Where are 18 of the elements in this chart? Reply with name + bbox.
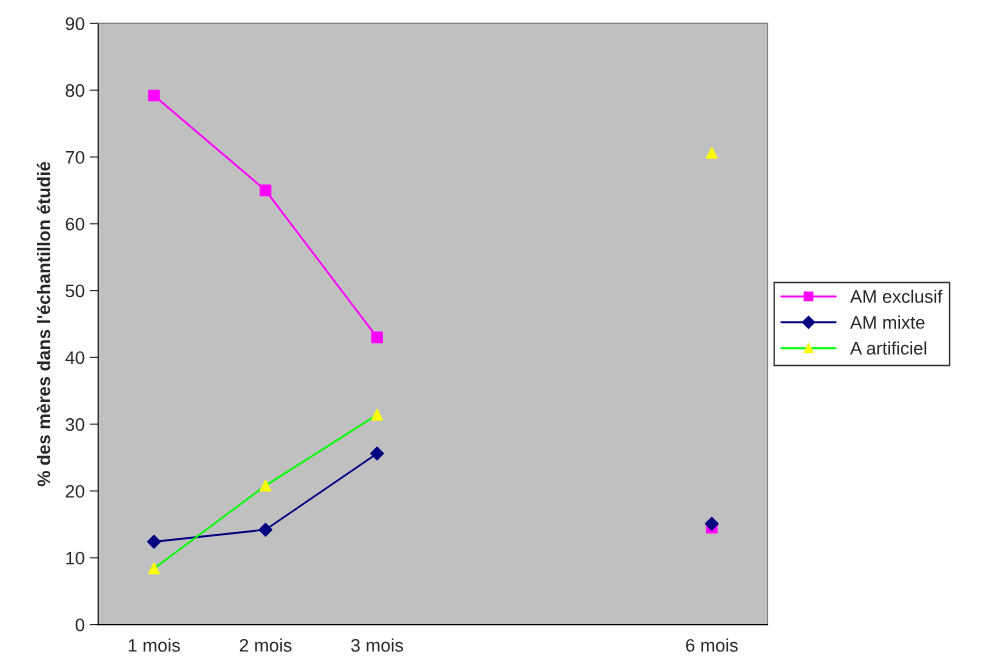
x-tick-label: 1 mois — [128, 638, 180, 652]
y-tick-label: 40 — [65, 351, 85, 365]
y-tick-label: 50 — [65, 284, 85, 298]
legend-label: AM exclusif — [850, 289, 943, 303]
y-tick-label: 80 — [65, 84, 85, 97]
y-tick-label: 70 — [65, 150, 85, 164]
legend-label: A artificiel — [850, 341, 927, 355]
y-tick-label: 30 — [65, 418, 85, 431]
y-tick-label: 90 — [65, 17, 85, 31]
y-tick-label: 60 — [65, 217, 85, 231]
y-tick-label: 20 — [65, 484, 85, 498]
y-axis-title: % des mères dans l'échantillon étudié — [36, 161, 51, 487]
y-tick-label: 10 — [66, 551, 85, 565]
legend-label: AM mixte — [850, 315, 925, 329]
y-tick-label: 0 — [75, 618, 85, 632]
x-tick-label: 6 mois — [686, 638, 738, 652]
x-tick-label: 2 mois — [239, 638, 292, 652]
x-tick-label: 3 mois — [351, 638, 404, 652]
